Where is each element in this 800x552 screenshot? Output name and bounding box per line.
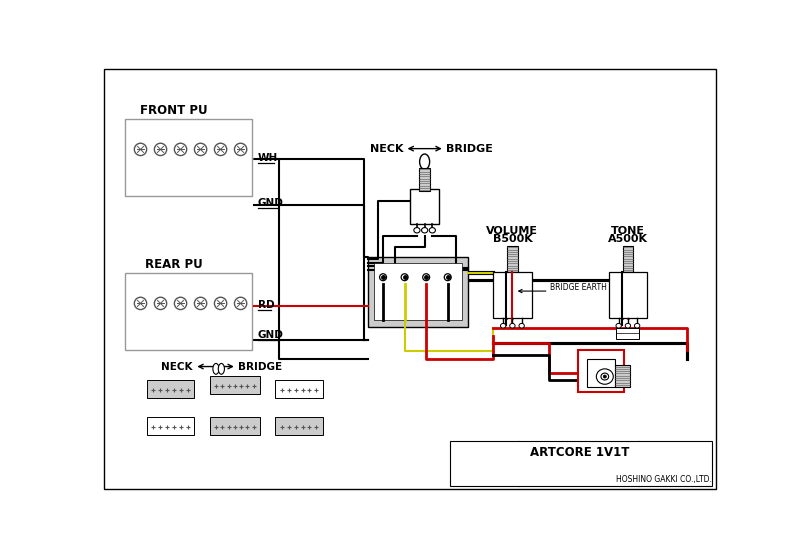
Ellipse shape xyxy=(616,323,622,328)
Bar xyxy=(615,365,630,386)
Text: REAR PU: REAR PU xyxy=(145,258,202,272)
Text: VOLUME: VOLUME xyxy=(486,226,538,236)
Bar xyxy=(419,168,430,191)
Bar xyxy=(450,441,712,486)
Ellipse shape xyxy=(218,363,225,374)
Text: ARTCORE 1V1T: ARTCORE 1V1T xyxy=(530,446,629,459)
Ellipse shape xyxy=(501,323,506,328)
Ellipse shape xyxy=(596,369,614,384)
Ellipse shape xyxy=(401,274,408,280)
Ellipse shape xyxy=(194,143,206,156)
Ellipse shape xyxy=(430,227,435,233)
Text: NECK: NECK xyxy=(370,144,403,153)
Bar xyxy=(609,272,647,318)
Ellipse shape xyxy=(154,297,166,310)
Text: B500K: B500K xyxy=(493,235,532,245)
Ellipse shape xyxy=(379,274,386,280)
Bar xyxy=(493,272,532,318)
Text: NECK: NECK xyxy=(162,362,193,371)
Ellipse shape xyxy=(234,143,246,156)
Bar xyxy=(507,246,518,272)
Text: TONE: TONE xyxy=(611,226,645,236)
Ellipse shape xyxy=(154,143,166,156)
Ellipse shape xyxy=(174,297,186,310)
Ellipse shape xyxy=(519,323,524,328)
Bar xyxy=(125,273,252,349)
Ellipse shape xyxy=(626,323,630,328)
Text: A500K: A500K xyxy=(608,235,648,245)
Text: BRIDGE EARTH: BRIDGE EARTH xyxy=(550,284,607,293)
Bar xyxy=(622,246,634,272)
Ellipse shape xyxy=(422,274,430,280)
Bar xyxy=(368,257,468,326)
Text: WH: WH xyxy=(258,153,278,163)
Bar xyxy=(210,376,260,394)
Ellipse shape xyxy=(414,227,420,233)
Ellipse shape xyxy=(634,323,640,328)
Text: GND: GND xyxy=(258,330,283,341)
Text: FRONT PU: FRONT PU xyxy=(140,104,207,116)
Ellipse shape xyxy=(213,363,219,374)
Ellipse shape xyxy=(134,297,146,310)
Bar xyxy=(374,263,462,320)
Ellipse shape xyxy=(510,323,515,328)
Text: BRIDGE: BRIDGE xyxy=(446,144,493,153)
Bar xyxy=(125,119,252,195)
Ellipse shape xyxy=(422,227,428,233)
Ellipse shape xyxy=(420,154,430,169)
Text: RD: RD xyxy=(258,300,274,310)
Ellipse shape xyxy=(603,375,606,378)
Ellipse shape xyxy=(444,274,451,280)
Text: BRIDGE: BRIDGE xyxy=(238,362,282,371)
Bar xyxy=(146,417,194,435)
Bar xyxy=(587,359,615,386)
Bar xyxy=(275,417,323,435)
Bar xyxy=(578,349,624,392)
Ellipse shape xyxy=(174,143,186,156)
Ellipse shape xyxy=(234,297,246,310)
Text: HOSHINO GAKKI CO.,LTD.: HOSHINO GAKKI CO.,LTD. xyxy=(615,475,711,484)
Text: GND: GND xyxy=(258,198,283,208)
Ellipse shape xyxy=(214,297,226,310)
Bar xyxy=(616,328,639,339)
Ellipse shape xyxy=(134,143,146,156)
Ellipse shape xyxy=(214,143,226,156)
Bar xyxy=(146,380,194,398)
Bar xyxy=(210,417,260,435)
Bar xyxy=(275,380,323,398)
Bar xyxy=(410,189,439,224)
Ellipse shape xyxy=(601,373,609,380)
Ellipse shape xyxy=(194,297,206,310)
